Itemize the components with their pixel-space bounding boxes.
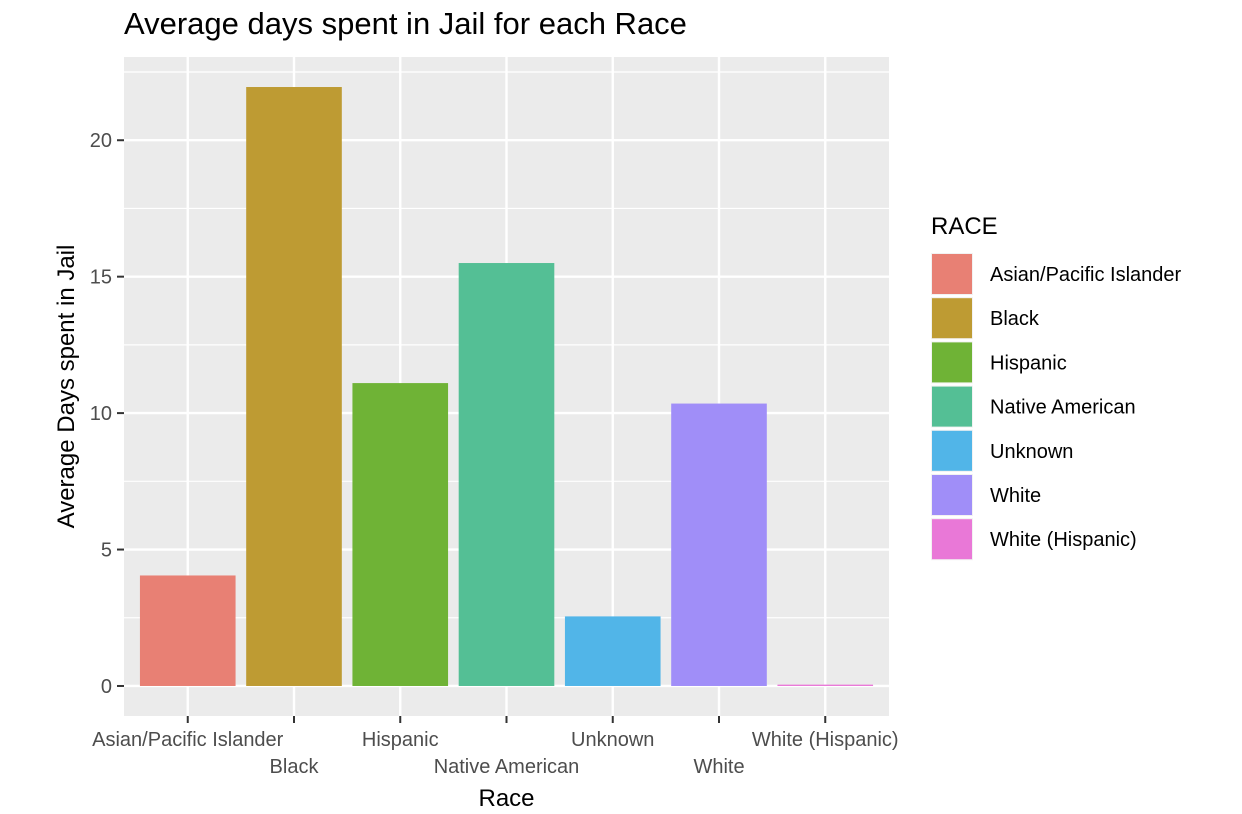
legend-swatch-hispanic <box>932 342 972 383</box>
legend-swatch-white <box>932 475 972 515</box>
bar-hispanic <box>352 383 449 686</box>
legend-title: RACE <box>931 213 998 240</box>
bar-white-hispanic <box>777 684 874 686</box>
x-axis-title: Race <box>478 785 534 812</box>
x-axis: Asian/Pacific Islander Black Hispanic Nativ… <box>92 716 899 778</box>
legend-swatch-white-hispanic <box>932 519 972 560</box>
legend-label-unknown: Unknown <box>990 441 1073 463</box>
legend-swatch-asian-pacific-islander <box>932 254 972 294</box>
y-axis-title: Average Days spent in Jail <box>53 245 80 529</box>
y-axis: 0 5 10 15 20 <box>90 130 124 698</box>
y-tick-label: 5 <box>101 540 112 562</box>
bar-asian-pacific-islander <box>139 575 236 686</box>
legend-label-white-hispanic: White (Hispanic) <box>990 529 1137 551</box>
y-tick-label: 0 <box>101 676 112 698</box>
legend-label-asian-pacific-islander: Asian/Pacific Islander <box>990 264 1182 286</box>
bar-unknown <box>564 616 661 686</box>
legend: RACE Asian/Pacific Islander Black Hispanic… <box>931 213 1182 561</box>
x-tick-label-asian-pacific-islander: Asian/Pacific Islander <box>92 729 284 751</box>
bar-white <box>671 403 767 686</box>
legend-swatch-unknown <box>932 430 972 471</box>
bars <box>139 87 874 686</box>
legend-swatch-native-american <box>932 386 972 427</box>
bar-native-american <box>458 263 555 686</box>
x-tick-label-black: Black <box>270 756 320 778</box>
bar-black <box>246 87 342 686</box>
legend-label-white: White <box>990 485 1041 507</box>
legend-label-hispanic: Hispanic <box>990 352 1067 374</box>
legend-swatch-black <box>932 298 972 339</box>
chart-title: Average days spent in Jail for each Race <box>124 6 687 41</box>
legend-label-black: Black <box>990 308 1040 330</box>
y-tick-label: 20 <box>90 130 112 152</box>
x-tick-label-white-hispanic: White (Hispanic) <box>752 729 899 751</box>
x-tick-label-unknown: Unknown <box>571 729 654 751</box>
x-tick-label-native-american: Native American <box>434 756 580 778</box>
y-tick-label: 10 <box>90 403 112 425</box>
legend-label-native-american: Native American <box>990 397 1136 419</box>
y-tick-label: 15 <box>90 267 112 289</box>
x-tick-label-white: White <box>693 756 744 778</box>
x-tick-label-hispanic: Hispanic <box>362 729 439 751</box>
legend-items: Asian/Pacific Islander Black Hispanic Nativ… <box>931 253 1182 561</box>
